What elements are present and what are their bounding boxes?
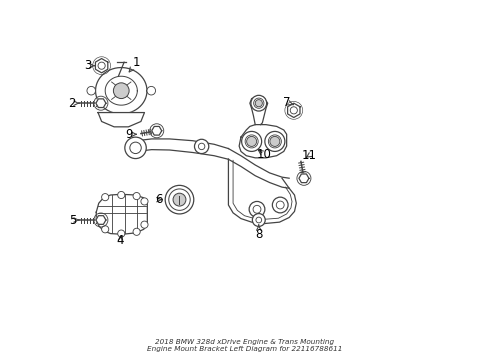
- Circle shape: [147, 86, 155, 95]
- Circle shape: [250, 95, 266, 111]
- Text: 4: 4: [117, 234, 124, 247]
- Polygon shape: [239, 125, 286, 158]
- Text: 1: 1: [129, 56, 140, 72]
- Polygon shape: [95, 68, 147, 114]
- Polygon shape: [298, 174, 308, 183]
- Text: 8: 8: [255, 225, 262, 241]
- Polygon shape: [95, 59, 107, 73]
- Polygon shape: [287, 103, 299, 117]
- Circle shape: [102, 194, 108, 201]
- Circle shape: [248, 202, 264, 217]
- Circle shape: [194, 139, 208, 154]
- Circle shape: [141, 221, 148, 228]
- Polygon shape: [96, 99, 106, 108]
- Circle shape: [272, 197, 287, 213]
- Polygon shape: [249, 97, 267, 125]
- Circle shape: [118, 192, 124, 199]
- Circle shape: [133, 193, 140, 200]
- Circle shape: [255, 100, 262, 107]
- Circle shape: [246, 136, 256, 147]
- Text: 11: 11: [301, 149, 316, 162]
- Circle shape: [124, 137, 146, 158]
- Circle shape: [252, 213, 264, 226]
- Circle shape: [241, 131, 261, 152]
- Circle shape: [264, 131, 285, 152]
- Text: 2018 BMW 328d xDrive Engine & Trans Mounting
Engine Mount Bracket Left Diagram f: 2018 BMW 328d xDrive Engine & Trans Moun…: [146, 339, 342, 352]
- Text: 5: 5: [68, 213, 79, 226]
- Polygon shape: [98, 113, 144, 127]
- Text: 3: 3: [84, 59, 94, 72]
- Circle shape: [165, 185, 193, 214]
- Circle shape: [87, 86, 95, 95]
- Text: 2: 2: [68, 97, 79, 110]
- Text: 10: 10: [256, 148, 271, 161]
- Circle shape: [141, 198, 148, 205]
- Circle shape: [118, 230, 124, 237]
- Circle shape: [269, 136, 279, 147]
- Circle shape: [173, 193, 185, 206]
- Polygon shape: [228, 159, 296, 224]
- Circle shape: [133, 228, 140, 235]
- Text: 6: 6: [155, 193, 162, 206]
- Text: 7: 7: [283, 96, 293, 109]
- Polygon shape: [96, 194, 147, 234]
- Text: 9: 9: [125, 128, 136, 141]
- Circle shape: [113, 83, 129, 99]
- Polygon shape: [151, 126, 162, 135]
- Polygon shape: [96, 216, 106, 224]
- Circle shape: [102, 226, 108, 233]
